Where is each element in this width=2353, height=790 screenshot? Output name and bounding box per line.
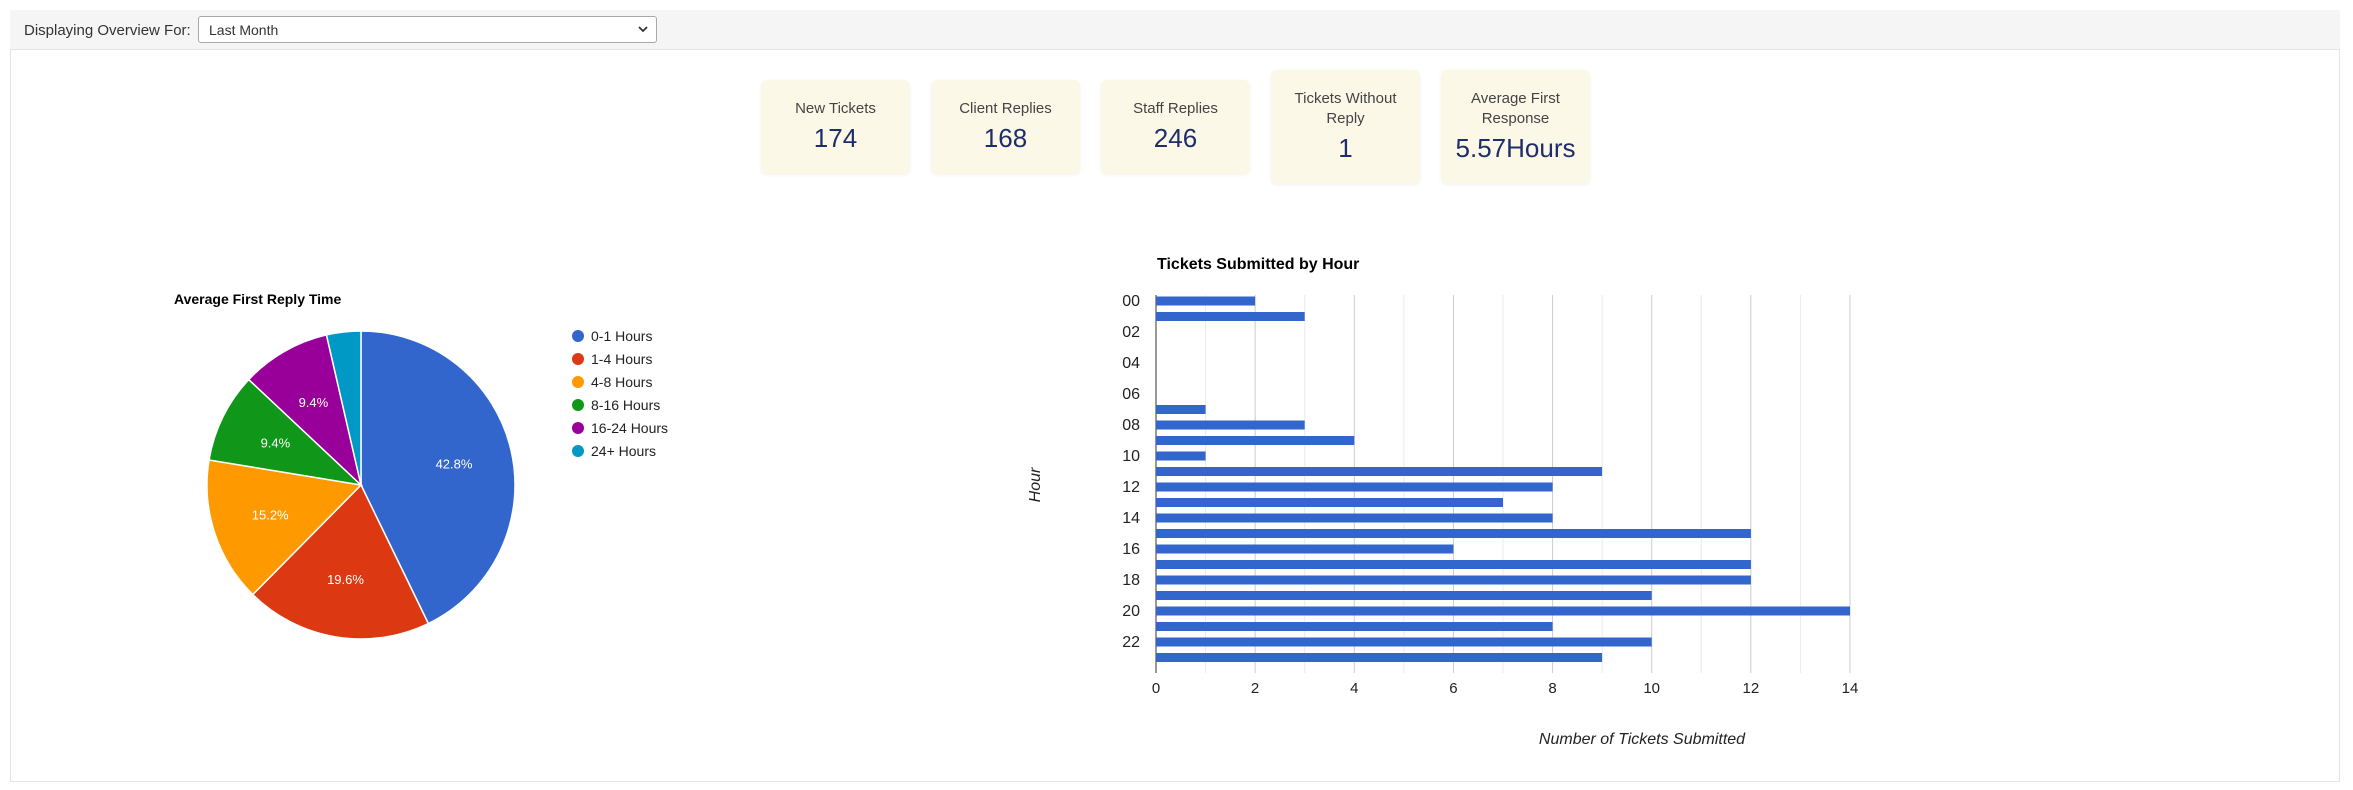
y-tick-label: 10 bbox=[1122, 448, 1140, 465]
stat-value: 1 bbox=[1338, 133, 1353, 163]
stat-value: 5.57Hours bbox=[1455, 133, 1576, 163]
legend-label: 0-1 Hours bbox=[591, 328, 652, 344]
legend-marker bbox=[572, 399, 584, 411]
pie-chart-title: Average First Reply Time bbox=[174, 291, 342, 307]
stat-value: 246 bbox=[1153, 123, 1198, 153]
period-select-value: Last Month bbox=[209, 22, 279, 38]
overview-filter-bar: Displaying Overview For: Last Month bbox=[10, 10, 2340, 50]
bar bbox=[1156, 637, 1652, 647]
stat-label: Staff Replies bbox=[1133, 100, 1218, 117]
bar bbox=[1156, 622, 1553, 631]
filter-label: Displaying Overview For: bbox=[24, 22, 191, 39]
y-tick-label: 00 bbox=[1122, 293, 1140, 310]
x-tick-label: 14 bbox=[1842, 680, 1859, 697]
legend-label: 4-8 Hours bbox=[591, 374, 652, 390]
pie-slice-label: 19.6% bbox=[327, 572, 364, 587]
bar bbox=[1156, 529, 1751, 538]
y-tick-label: 20 bbox=[1122, 603, 1140, 620]
period-select[interactable]: Last Month bbox=[198, 16, 657, 43]
pie-slice bbox=[247, 334, 363, 488]
y-tick-label: 04 bbox=[1122, 355, 1140, 372]
x-tick-label: 4 bbox=[1350, 680, 1358, 697]
legend-label: 24+ Hours bbox=[591, 443, 656, 459]
legend-marker bbox=[572, 422, 584, 434]
pie-slice bbox=[251, 483, 430, 640]
y-tick-label: 08 bbox=[1122, 417, 1140, 434]
pie-slice bbox=[208, 378, 364, 487]
x-tick-label: 8 bbox=[1548, 680, 1556, 697]
overview-panel bbox=[10, 49, 2340, 782]
stat-label: Tickets Without Reply bbox=[1294, 90, 1397, 127]
bar bbox=[1156, 498, 1503, 507]
bar bbox=[1156, 436, 1355, 445]
stat-card-staff-replies: Staff Replies 246 bbox=[1101, 80, 1250, 174]
pie-slice-label: 15.2% bbox=[252, 508, 289, 523]
x-axis-title: Number of Tickets Submitted bbox=[1539, 731, 1746, 748]
bar bbox=[1156, 312, 1305, 321]
bar bbox=[1156, 653, 1603, 662]
legend-marker bbox=[572, 353, 584, 365]
y-tick-label: 22 bbox=[1122, 634, 1140, 651]
y-tick-label: 02 bbox=[1122, 324, 1140, 341]
bar bbox=[1156, 606, 1850, 616]
x-tick-label: 12 bbox=[1743, 680, 1760, 697]
pie-slice-label: 42.8% bbox=[436, 457, 473, 472]
bar bbox=[1156, 591, 1652, 600]
y-axis-title: Hour bbox=[1027, 467, 1044, 502]
bar bbox=[1156, 482, 1553, 492]
legend-marker bbox=[572, 330, 584, 342]
pie-slice bbox=[206, 459, 363, 596]
bar bbox=[1156, 451, 1206, 461]
legend-label: 16-24 Hours bbox=[591, 420, 668, 436]
stat-card-new-tickets: New Tickets 174 bbox=[761, 80, 910, 174]
pie-slice bbox=[360, 330, 516, 625]
legend-label: 1-4 Hours bbox=[591, 351, 652, 367]
bar bbox=[1156, 467, 1603, 476]
stat-card-client-replies: Client Replies 168 bbox=[931, 80, 1080, 174]
x-tick-label: 2 bbox=[1251, 680, 1259, 697]
stat-value: 168 bbox=[983, 123, 1028, 153]
stat-card-tickets-without-reply: Tickets Without Reply 1 bbox=[1271, 70, 1420, 184]
y-tick-label: 06 bbox=[1122, 386, 1140, 403]
x-tick-label: 0 bbox=[1152, 680, 1160, 697]
x-tick-label: 6 bbox=[1449, 680, 1457, 697]
bar bbox=[1156, 513, 1553, 523]
stat-label: Client Replies bbox=[959, 100, 1052, 117]
pie-slice-label: 9.4% bbox=[299, 395, 329, 410]
bar bbox=[1156, 575, 1751, 585]
bar bbox=[1156, 296, 1256, 306]
x-tick-label: 10 bbox=[1643, 680, 1660, 697]
bar bbox=[1156, 420, 1305, 430]
chevron-down-icon bbox=[638, 26, 648, 33]
stat-label: New Tickets bbox=[795, 100, 876, 117]
stat-value: 174 bbox=[813, 123, 858, 153]
stat-label: Average First Response bbox=[1471, 90, 1560, 127]
bar bbox=[1156, 560, 1751, 569]
y-tick-label: 12 bbox=[1122, 479, 1140, 496]
bar-chart: Tickets Submitted by Hour 00020406081012… bbox=[1027, 256, 1859, 748]
legend-label: 8-16 Hours bbox=[591, 397, 660, 413]
y-tick-label: 18 bbox=[1122, 572, 1140, 589]
pie-slice bbox=[325, 330, 362, 486]
pie-slice-label: 9.4% bbox=[261, 436, 291, 451]
bar-chart-title: Tickets Submitted by Hour bbox=[1157, 256, 1359, 273]
bar bbox=[1156, 544, 1454, 554]
stat-card-average-first-response: Average First Response 5.57Hours bbox=[1441, 70, 1590, 184]
pie-chart: Average First Reply Time 42.8% 19.6% 15.2%… bbox=[174, 291, 668, 640]
bar bbox=[1156, 405, 1206, 414]
y-tick-label: 16 bbox=[1122, 541, 1140, 558]
legend-marker bbox=[572, 376, 584, 388]
legend-marker bbox=[572, 445, 584, 457]
y-tick-label: 14 bbox=[1122, 510, 1140, 527]
